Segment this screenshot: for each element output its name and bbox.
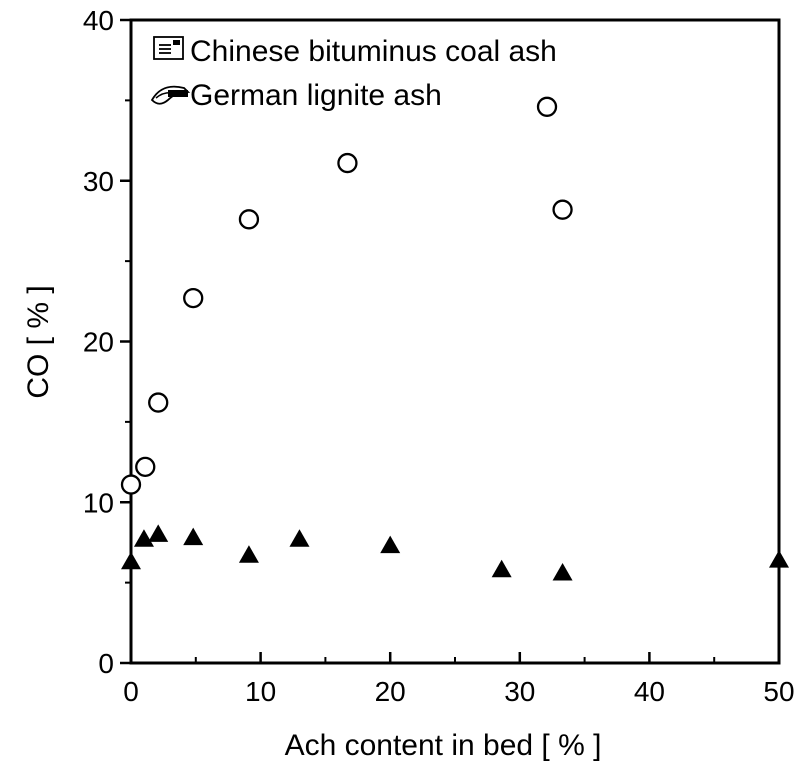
x-tick-label: 10	[245, 676, 276, 707]
plot-frame	[129, 18, 781, 665]
data-point-circle	[552, 199, 573, 220]
data-point-triangle	[133, 529, 154, 547]
y-tick-label: 40	[83, 5, 114, 36]
series-german-lignite-ash	[121, 524, 789, 581]
y-tick-label: 0	[98, 648, 114, 679]
y-tick-label: 20	[83, 327, 114, 358]
data-point-triangle	[552, 562, 573, 581]
x-tick-label: 50	[763, 676, 794, 707]
data-point-triangle	[491, 559, 512, 578]
x-tick-label: 30	[504, 676, 535, 707]
data-point-triangle	[769, 550, 789, 568]
legend-item-german-lignite-ash: German lignite ash	[150, 79, 442, 112]
data-point-triangle	[148, 524, 169, 542]
y-axis-ticks	[120, 18, 131, 665]
x-tick-label: 20	[375, 676, 406, 707]
data-point-circle	[238, 209, 260, 230]
hand-writing-icon	[150, 85, 191, 105]
legend-label-series-2: German lignite ash	[190, 79, 442, 112]
x-axis-tick-labels: 0 10 20 30 40 50	[123, 676, 794, 707]
document-icon	[153, 36, 184, 60]
data-point-circle	[183, 287, 204, 309]
legend-label-series-1: Chinese bituminus coal ash	[190, 35, 557, 68]
x-tick-label: 0	[123, 676, 139, 707]
data-point-triangle	[121, 551, 141, 570]
data-point-circle	[337, 152, 358, 174]
y-tick-label: 10	[83, 487, 114, 518]
data-point-triangle	[183, 527, 204, 546]
y-axis-tick-labels: 0 10 20 30 40	[83, 5, 114, 679]
data-point-triangle	[380, 535, 401, 554]
y-axis-title: CO [ % ]	[22, 285, 55, 398]
x-axis-title: Ach content in bed [ % ]	[285, 729, 602, 762]
y-tick-label: 30	[83, 166, 114, 197]
data-point-triangle	[238, 545, 259, 563]
data-point-circle	[148, 392, 169, 413]
series-chinese-bituminus-coal-ash	[120, 96, 573, 495]
data-point-circle	[536, 96, 558, 117]
data-point-circle	[120, 474, 142, 495]
data-point-triangle	[289, 529, 310, 547]
legend-item-chinese-bituminus-coal-ash: Chinese bituminus coal ash	[153, 35, 557, 68]
x-axis-ticks	[129, 652, 781, 663]
data-point-circle	[135, 456, 156, 478]
x-tick-label: 40	[634, 676, 665, 707]
legend: Chinese bituminus coal ash German lignit…	[150, 35, 557, 112]
